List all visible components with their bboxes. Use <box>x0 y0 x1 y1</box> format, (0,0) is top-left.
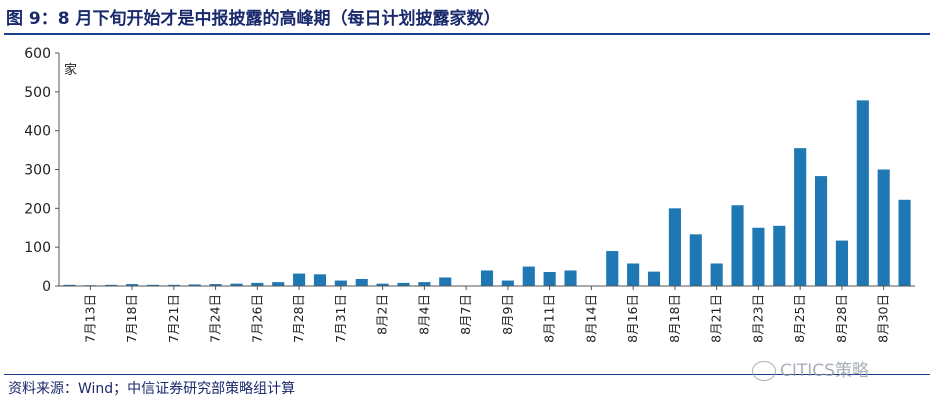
x-tick-label: 8月16日 <box>625 294 640 343</box>
bar <box>668 208 681 286</box>
bar <box>647 271 661 286</box>
y-tick-label: 300 <box>24 163 51 179</box>
y-tick-label: 600 <box>24 46 51 62</box>
bar <box>188 284 201 286</box>
bar <box>835 240 848 286</box>
title-rule <box>4 33 930 35</box>
bar <box>272 282 285 286</box>
bar <box>710 263 723 286</box>
x-tick-label: 8月25日 <box>792 294 807 343</box>
bar <box>856 100 869 286</box>
x-tick-label: 8月23日 <box>750 294 765 343</box>
x-tick-label: 7月21日 <box>166 294 181 343</box>
y-tick-label: 500 <box>24 85 51 101</box>
x-tick-label: 8月21日 <box>709 294 724 343</box>
bar <box>63 284 76 286</box>
x-axis: 7月13日 7月18日 7月21日 7月24日 7月26日 7月28日 7月31日 8月2日 8… <box>59 285 915 343</box>
bar <box>397 282 410 286</box>
x-tick-label: 8月7日 <box>458 294 473 335</box>
bar <box>167 284 180 286</box>
bar <box>146 284 160 286</box>
bar <box>627 263 640 286</box>
y-axis: 0 100 200 300 400 500 600 <box>24 46 60 295</box>
x-tick-label: 8月4日 <box>416 294 431 335</box>
bars <box>63 100 911 286</box>
x-tick-label: 7月13日 <box>82 294 97 343</box>
watermark: CITICS策略 <box>752 356 869 381</box>
y-unit-label: 家 <box>64 62 77 78</box>
bar <box>251 282 264 286</box>
x-tick-label: 8月30日 <box>876 294 891 343</box>
x-tick-label: 8月18日 <box>667 294 682 343</box>
wechat-icon <box>752 361 776 381</box>
bar <box>334 280 347 286</box>
footer-rule <box>4 374 930 375</box>
bar-chart: 0 100 200 300 400 500 600 7月13日 7月18日 7月21日 7月24日… <box>24 46 915 343</box>
bar <box>293 273 306 286</box>
chart-title: 图 9：8 月下旬开始才是中报披露的高峰期（每日计划披露家数） <box>6 9 501 29</box>
bar <box>731 205 744 286</box>
bar <box>230 283 243 286</box>
x-tick-label: 8月2日 <box>375 294 390 335</box>
y-tick-label: 100 <box>24 240 51 256</box>
bar <box>543 272 556 286</box>
bar <box>752 227 765 286</box>
x-tick-label: 8月9日 <box>500 294 515 335</box>
bar <box>480 270 494 286</box>
x-tick-label: 8月14日 <box>583 294 598 343</box>
bar <box>814 176 828 286</box>
x-tick-label: 8月28日 <box>834 294 849 343</box>
bar <box>313 274 327 286</box>
y-tick-label: 400 <box>24 124 51 140</box>
source-note: 资料来源：Wind；中信证券研究部策略组计算 <box>8 381 296 397</box>
bar <box>606 251 619 286</box>
x-tick-label: 7月18日 <box>124 294 139 343</box>
y-tick-label: 200 <box>24 201 51 217</box>
bar <box>522 266 535 286</box>
bar <box>689 234 702 286</box>
x-tick-label: 7月28日 <box>291 294 306 343</box>
y-tick-label: 0 <box>42 279 51 295</box>
bar <box>418 282 431 286</box>
bar <box>898 199 911 286</box>
bar <box>376 283 389 286</box>
bar <box>355 279 368 286</box>
bar <box>126 284 139 286</box>
x-tick-label: 7月24日 <box>208 294 223 343</box>
bar <box>794 148 807 286</box>
watermark-text: CITICS策略 <box>780 361 869 381</box>
bar <box>439 277 452 286</box>
bar <box>501 280 514 286</box>
x-tick-label: 8月11日 <box>542 294 557 343</box>
bar <box>773 225 786 286</box>
bar <box>564 270 577 286</box>
bar <box>877 169 890 286</box>
x-tick-label: 7月26日 <box>249 294 264 343</box>
bar <box>209 284 222 286</box>
bar <box>105 284 118 286</box>
x-tick-label: 7月31日 <box>333 294 348 343</box>
